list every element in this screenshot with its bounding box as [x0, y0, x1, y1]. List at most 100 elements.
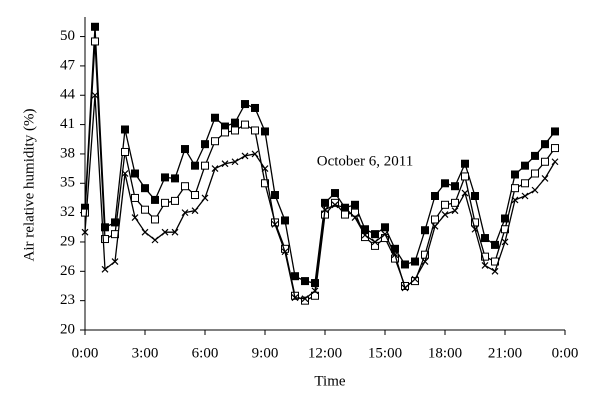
marker [141, 205, 149, 214]
y-tick-label: 29 [60, 233, 75, 249]
marker [231, 118, 239, 127]
marker [241, 152, 249, 160]
x-tick-label: 18:00 [428, 345, 462, 361]
x-tick-label: 0:00 [552, 345, 579, 361]
marker [331, 198, 339, 207]
marker [261, 165, 269, 173]
marker [191, 161, 199, 170]
marker [181, 145, 189, 154]
marker [441, 179, 449, 188]
marker [421, 250, 429, 259]
marker [161, 173, 169, 182]
marker [541, 174, 549, 182]
marker [291, 272, 299, 281]
marker [531, 186, 539, 194]
marker [301, 295, 309, 303]
marker [291, 294, 299, 302]
marker [191, 191, 199, 200]
x-tick-label: 15:00 [368, 345, 402, 361]
annotation: October 6, 2011 [317, 153, 414, 169]
marker [81, 228, 89, 236]
marker [131, 169, 139, 178]
marker [431, 215, 439, 224]
y-tick-label: 50 [60, 28, 75, 44]
marker [461, 172, 469, 181]
marker [251, 126, 259, 135]
x-tick-label: 6:00 [192, 345, 219, 361]
marker [551, 127, 559, 136]
marker [411, 275, 419, 283]
y-tick-label: 23 [60, 292, 75, 308]
marker [151, 236, 159, 244]
marker [521, 192, 529, 200]
marker [371, 230, 379, 239]
marker [471, 191, 479, 200]
marker [381, 223, 389, 232]
marker [111, 258, 119, 265]
marker [131, 193, 139, 202]
marker [451, 182, 459, 191]
marker [451, 198, 459, 207]
marker [151, 215, 159, 224]
marker [321, 206, 329, 214]
marker [201, 161, 209, 170]
marker [211, 165, 219, 173]
marker [311, 287, 319, 295]
marker [521, 179, 529, 188]
marker [301, 296, 309, 305]
marker [491, 267, 499, 275]
marker [481, 262, 489, 269]
marker [551, 144, 559, 153]
marker [511, 184, 519, 193]
marker [501, 238, 509, 246]
marker [91, 37, 99, 46]
marker [541, 140, 549, 149]
x-axis-label: Time [314, 373, 345, 389]
x-tick-label: 0:00 [72, 345, 99, 361]
x-tick-label: 12:00 [308, 345, 342, 361]
marker [551, 158, 559, 166]
marker [121, 170, 129, 177]
marker [411, 277, 419, 286]
y-tick-label: 38 [60, 145, 75, 161]
marker [281, 216, 289, 225]
marker [491, 240, 499, 249]
marker [441, 211, 449, 219]
marker [221, 128, 229, 137]
marker [471, 225, 479, 233]
marker [121, 147, 129, 156]
marker [271, 220, 279, 228]
marker [161, 198, 169, 207]
marker [211, 137, 219, 146]
marker [261, 127, 269, 136]
marker [521, 161, 529, 170]
marker [351, 208, 359, 217]
marker [171, 174, 179, 183]
marker [181, 182, 189, 191]
marker [371, 238, 379, 246]
marker [171, 228, 179, 236]
marker [401, 260, 409, 269]
marker [541, 157, 549, 166]
y-tick-label: 47 [60, 57, 76, 73]
marker [421, 258, 429, 265]
marker [161, 228, 169, 236]
marker [201, 140, 209, 149]
marker [91, 22, 99, 31]
marker [201, 194, 209, 202]
marker [341, 210, 349, 219]
marker [221, 160, 229, 168]
marker [341, 204, 349, 212]
marker [181, 209, 189, 217]
marker [531, 169, 539, 178]
marker [151, 195, 159, 204]
marker [481, 252, 489, 261]
marker [211, 113, 219, 122]
y-tick-label: 41 [60, 116, 75, 132]
marker [241, 100, 249, 109]
marker [441, 200, 449, 209]
marker [481, 234, 489, 243]
marker [471, 218, 479, 227]
marker [91, 91, 99, 99]
